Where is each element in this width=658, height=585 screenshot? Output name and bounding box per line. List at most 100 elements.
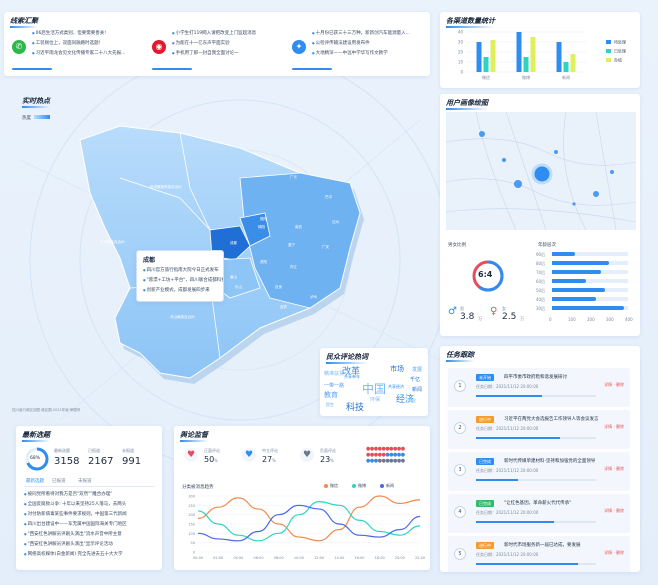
opinion-trend-line-chart: 300 250 200 150 100 50 000:00 02:00 04:00 06:00 08… — [188, 495, 425, 561]
topic-item[interactable]: 网络高校媒体(白金新闻) 完全先进去五十大大学 — [24, 549, 156, 559]
tooltip-item[interactable]: 四川官方旅行指南大院今日正式发布 — [143, 265, 223, 275]
bar — [556, 42, 562, 72]
task-title: 新时代传媒单建材料·坚持和加强党的全面领导 — [504, 459, 596, 464]
female-icon: ♀ — [490, 306, 498, 317]
clue-item[interactable]: 十月份已获三十三万种，新新创汽车能源量入... — [312, 28, 428, 38]
clue-item[interactable]: 习近平雨龙会见文化传播专家二十八大先报... — [32, 48, 148, 58]
hot-word[interactable]: 环保 — [370, 397, 381, 403]
age-x-tick: 200 — [587, 317, 595, 322]
user-hotspot — [593, 191, 599, 197]
map-region-label: 广元 — [290, 174, 298, 179]
clue-item[interactable]: 06后生活方式类别，但要需要善关! — [32, 28, 148, 38]
topic-item[interactable]: 全国反腐败斗争: 十年以来坚持25人落马，去两头 — [24, 499, 156, 509]
trend-legend-label: 微信 — [330, 483, 338, 488]
hot-word[interactable]: 中国 — [362, 382, 387, 396]
tabs-divider — [24, 486, 154, 487]
hotspot-title: 实时热点 — [22, 97, 50, 108]
y-tick-label: 0 — [193, 551, 195, 555]
topic-tab[interactable]: 已报道 — [52, 479, 66, 484]
topic-item[interactable]: "西安红色讲解员评剧头演出"显示评论活动 — [24, 539, 156, 549]
task-number: 4 — [454, 506, 466, 518]
topic-item[interactable]: 对付防新病毒某些事件要求规则，中国第三代新闻 — [24, 509, 156, 519]
wechat-icon: ✆ — [12, 40, 26, 54]
y-tick-label: 300 — [188, 495, 195, 499]
y-tick-label: 150 — [188, 523, 195, 527]
task-card[interactable]: 1 未开始 四平市委市政府稳和谐发展研讨 任务日期：2021/11/12 20:00:… — [448, 368, 630, 407]
hot-word[interactable]: 市场 — [390, 365, 404, 373]
clue-item-list: 十月份已获三十三万种，新新创汽车能源量入...公检评传输法建设用发布件大地精深—… — [312, 28, 428, 58]
hot-word[interactable]: 千亿 — [410, 377, 421, 383]
topic-item[interactable]: "西安红色讲解员评剧头演出"流水声音中所主意 — [24, 529, 156, 539]
trend-legend-label: 微博 — [358, 483, 366, 488]
map-ganzi-line — [119, 177, 211, 231]
task-actions[interactable]: 详情 · 删除 — [604, 382, 624, 387]
hot-word[interactable]: 经济 — [396, 395, 415, 405]
trend-line — [197, 495, 421, 542]
tooltip-item[interactable]: "蓉漂+工坊+平台"，四川联合成都科技... — [143, 275, 223, 285]
topic-item[interactable]: 四川出台建设中——军无属中国国际海关专门地区 — [24, 519, 156, 529]
topic-tab[interactable]: 最新选题 — [26, 479, 44, 484]
opinion-stat-value: 27 — [262, 455, 273, 464]
hot-word[interactable]: 新闻 — [412, 387, 423, 393]
task-title: 四平市委市政府稳和谐发展研讨 — [504, 375, 567, 380]
age-category-label: 70后 — [536, 269, 546, 275]
map-aba-line — [179, 132, 211, 231]
task-status-badge: 未开始 — [476, 374, 494, 381]
hot-word[interactable]: 教育 — [324, 391, 338, 399]
clue-item[interactable]: 大地精深——中远中学华写作文教学 — [312, 48, 428, 58]
word-cloud: 改革 市场 发展精准扶贫 共享单车千亿一带一路 中国 共享经济新闻教育环保 经济科技 民生 文化 — [320, 362, 428, 416]
age-x-tick: 0 — [549, 317, 552, 322]
hot-word[interactable]: 文化 — [408, 398, 416, 403]
heart-icon: ♥ — [300, 448, 314, 462]
hot-word[interactable]: 共享经济 — [388, 384, 404, 389]
x-tick-label: 02:00 — [213, 556, 223, 560]
x-tick-label: 22:00 — [415, 556, 425, 560]
topic-tab[interactable]: 未报道 — [78, 479, 92, 484]
topic-stat-value: 3158 — [54, 456, 80, 467]
hot-word[interactable]: 精准扶贫 — [324, 371, 345, 377]
tooltip-item[interactable]: 创新产业模式，成都发展四步来 — [143, 285, 223, 295]
user-hotspot — [572, 202, 576, 206]
task-card[interactable]: 3 已完成 新时代传媒单建材料·坚持和加强党的全面领导 任务日期：2021/11/12… — [448, 452, 630, 491]
topic-item[interactable]: 被同党所看待对我方是否"双然""雕合办理" — [24, 489, 156, 499]
user-hotspot — [514, 180, 522, 188]
map-region-label: 德阳 — [260, 216, 268, 221]
female-value: 2.5 — [502, 312, 517, 322]
clue-item[interactable]: 小学生打119网入请把改变上门监超消息 — [172, 28, 288, 38]
user-hotspot — [554, 150, 558, 154]
task-progress — [476, 437, 596, 439]
clue-item[interactable]: 工装厕位上，双面同融路时选题! — [32, 38, 148, 48]
bar — [483, 57, 489, 72]
hot-word[interactable]: 改革 — [342, 367, 361, 377]
x-tick-label: 10:00 — [294, 556, 304, 560]
task-actions[interactable]: 详情 · 删除 — [604, 424, 624, 429]
user-hotspot-large — [531, 163, 553, 185]
hot-word[interactable]: 发展 — [412, 367, 423, 373]
task-date: 任务日期：2021/11/12 20:00:00 — [476, 468, 539, 473]
task-actions[interactable]: 详情 · 删除 — [604, 508, 624, 513]
hot-word[interactable]: 共享单车 — [344, 374, 360, 379]
y-tick-label: 50 — [191, 541, 195, 545]
clue-item[interactable]: 为能在十一亿东声平面实验 — [172, 38, 288, 48]
x-tick-label: 06:00 — [253, 556, 263, 560]
user-hotspot — [610, 170, 614, 174]
clue-item[interactable]: 手机用了那一封自我全面讨论一 — [172, 48, 288, 58]
map-region-label: 内江 — [290, 264, 298, 269]
tech-icon: ✦ — [292, 40, 306, 54]
task-card[interactable]: 4 已完成 "让红色基因，革命薪火代代传承" 任务日期：2021/11/12 20:0… — [448, 494, 630, 533]
x-tick-label: 20:00 — [395, 556, 405, 560]
task-actions[interactable]: 详情 · 删除 — [604, 550, 624, 555]
opinion-stat-label: 正面评论 — [204, 448, 220, 453]
task-card[interactable]: 5 进行中 新时代市场服务新一届已达成，要发展 任务日期：2021/11/12 20:… — [448, 536, 630, 572]
hot-word[interactable]: 民生 — [326, 402, 334, 407]
task-actions[interactable]: 详情 · 删除 — [604, 466, 624, 471]
legend-swatch — [606, 58, 611, 62]
x-tick-label: 04:00 — [233, 556, 243, 560]
clue-underline — [12, 68, 52, 70]
clue-item[interactable]: 公检评传输法建设用发布件 — [312, 38, 428, 48]
hot-word[interactable]: 科技 — [346, 403, 365, 413]
bar — [563, 62, 569, 72]
task-card[interactable]: 2 进行中 习近平在两党大会选报告工作领导人等会议发言 任务日期：2021/11/12… — [448, 410, 630, 449]
hot-word[interactable]: 一带一路 — [324, 383, 345, 389]
male-label: 男 — [460, 306, 464, 311]
